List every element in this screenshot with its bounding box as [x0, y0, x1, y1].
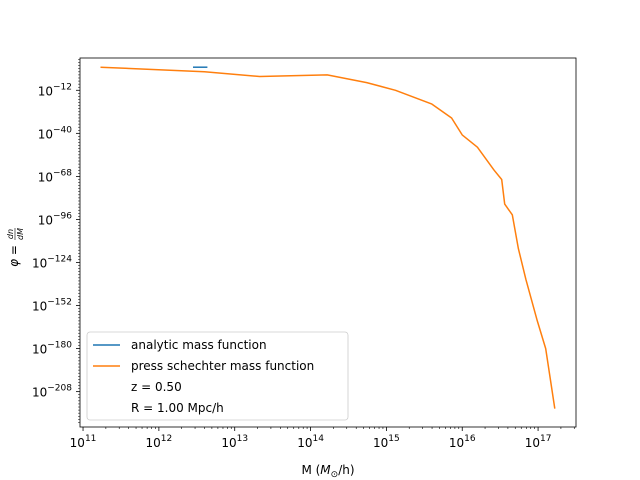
legend: analytic mass function press schechter ma… [86, 331, 349, 421]
x-tick-label: 1015 [373, 434, 400, 450]
y-tick-label: 10−152 [32, 298, 72, 314]
y-tick-label: 10−208 [32, 384, 72, 400]
legend-label: R = 1.00 Mpc/h [131, 401, 224, 415]
x-tick-label: 1014 [297, 434, 324, 450]
y-tick-label: 10−124 [32, 254, 72, 270]
y-tick-label: 10−180 [32, 341, 72, 357]
y-tick-label: 10−68 [38, 168, 73, 184]
legend-label: press schechter mass function [131, 359, 314, 373]
y-tick-label: 10−40 [38, 125, 73, 141]
legend-box [86, 331, 349, 421]
x-axis: 1011 1012 1013 1014 1015 1016 1017 [70, 427, 575, 450]
legend-label: z = 0.50 [131, 380, 182, 394]
x-tick-label: 1012 [146, 434, 173, 450]
x-axis-label: M (M⊙/h) [301, 463, 354, 480]
y-tick-label: 10−12 [38, 82, 72, 98]
series-layer [100, 66, 556, 409]
series-line [100, 66, 556, 409]
svg-text:φ =: φ = [7, 245, 21, 267]
svg-text:dM: dM [16, 228, 25, 240]
legend-label: analytic mass function [131, 338, 267, 352]
x-tick-label: 1011 [70, 434, 97, 450]
y-axis-label: φ = dn dM [6, 228, 25, 267]
y-axis: 10−12 10−40 10−68 10−96 10−124 10−152 10−180 10… [32, 59, 80, 423]
x-tick-label: 1016 [449, 434, 476, 450]
y-tick-label: 10−96 [38, 211, 73, 227]
x-tick-label: 1017 [525, 434, 552, 450]
svg-text:dn: dn [6, 229, 15, 239]
plot-frame [79, 57, 577, 428]
x-tick-label: 1013 [221, 434, 248, 450]
